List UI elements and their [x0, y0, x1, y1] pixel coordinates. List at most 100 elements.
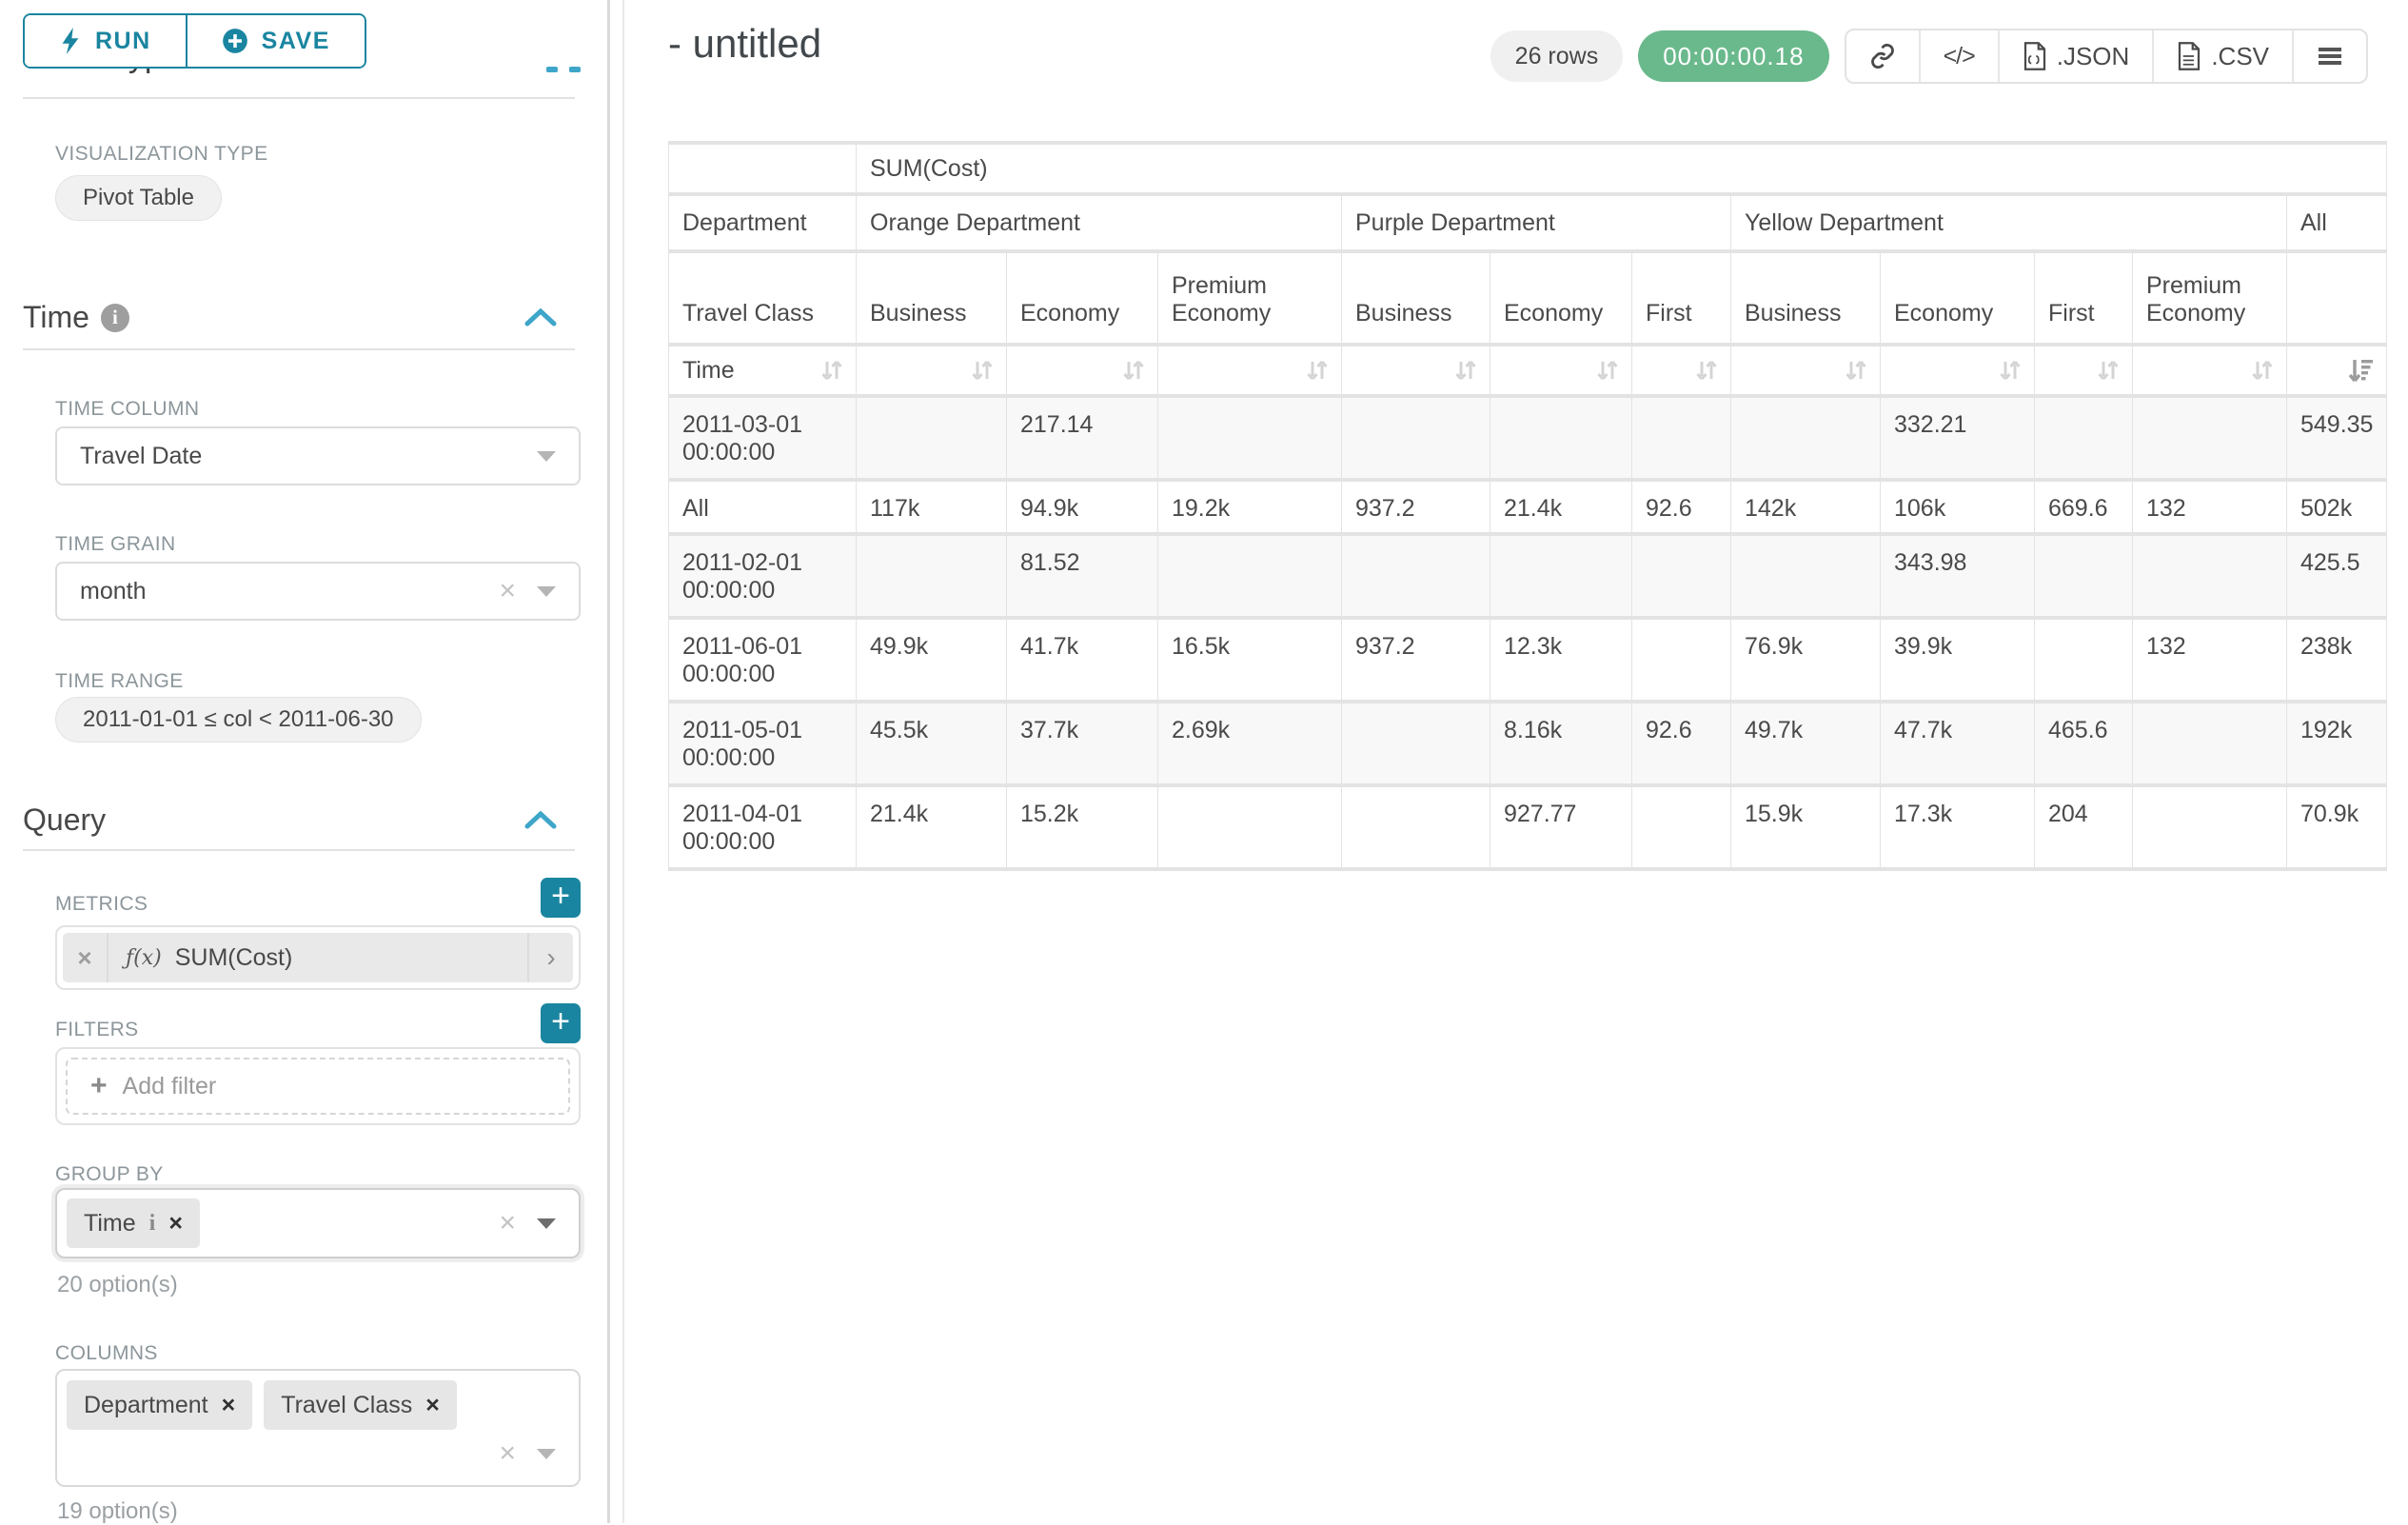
time-range-pill[interactable]: 2011-01-01 ≤ col < 2011-06-30 — [55, 697, 422, 743]
group-by-hint: 20 option(s) — [57, 1272, 178, 1297]
sidebar-scrollbar[interactable] — [607, 0, 610, 1523]
sort-updown-icon — [2000, 360, 2021, 381]
metric-name: SUM(Cost) — [174, 943, 293, 971]
value-cell: 47.7k — [1881, 703, 2034, 783]
sort-column-cell[interactable] — [2133, 347, 2286, 394]
filters-label: FILTERS — [55, 1019, 139, 1040]
value-cell: 2.69k — [1158, 703, 1341, 783]
collapse-query-section[interactable] — [523, 809, 558, 835]
sort-column-cell[interactable] — [1632, 347, 1730, 394]
run-button[interactable]: RUN — [25, 15, 186, 67]
row-label-cell: 2011-04-01 00:00:00 — [669, 787, 856, 867]
value-cell: 937.2 — [1342, 620, 1490, 700]
class-header-cell: First — [2035, 253, 2132, 343]
value-cell: 238k — [2287, 620, 2387, 700]
viz-type-pill[interactable]: Pivot Table — [55, 175, 222, 221]
link-icon — [1870, 43, 1894, 69]
code-icon: </> — [1943, 42, 1976, 69]
clear-icon[interactable]: × — [499, 1207, 516, 1238]
time-grain-value: month — [80, 577, 147, 604]
row-label-cell: 2011-05-01 00:00:00 — [669, 703, 856, 783]
value-cell: 45.5k — [857, 703, 1006, 783]
value-cell — [857, 536, 1006, 616]
save-button[interactable]: SAVE — [185, 15, 365, 67]
remove-tag-icon[interactable]: × — [221, 1391, 236, 1418]
page-title[interactable]: - untitled — [668, 21, 822, 66]
value-cell — [1158, 398, 1341, 478]
sort-time-cell[interactable]: Time — [669, 347, 856, 394]
value-cell: 49.9k — [857, 620, 1006, 700]
add-filter-button[interactable] — [541, 1003, 581, 1043]
view-query-button[interactable]: </> — [1918, 30, 1998, 82]
time-column-select[interactable]: Travel Date — [55, 426, 581, 485]
remove-tag-icon[interactable]: × — [168, 1209, 183, 1237]
chevron-down-icon[interactable] — [537, 1218, 556, 1229]
chevron-up-icon — [524, 810, 557, 829]
remove-metric-icon[interactable]: × — [63, 933, 109, 982]
chevron-down-icon[interactable] — [537, 1448, 556, 1459]
columns-select[interactable]: Department × Travel Class × × — [55, 1369, 581, 1487]
value-cell: 192k — [2287, 703, 2387, 783]
sort-column-cell[interactable] — [1490, 347, 1631, 394]
metric-pill[interactable]: × ƒ(x) SUM(Cost) › — [63, 933, 573, 982]
chevron-remnant-icon — [569, 67, 581, 72]
value-cell: 21.4k — [857, 787, 1006, 867]
group-by-select[interactable]: Time i × × — [55, 1188, 581, 1258]
value-cell: 8.16k — [1490, 703, 1631, 783]
info-icon[interactable]: i — [148, 1210, 156, 1236]
sort-column-cell[interactable] — [2287, 347, 2387, 394]
sort-column-cell[interactable] — [1881, 347, 2034, 394]
dept-header-cell: All — [2287, 196, 2387, 249]
sort-column-cell[interactable] — [1158, 347, 1341, 394]
class-header-cell: Business — [857, 253, 1006, 343]
sort-column-cell[interactable] — [2035, 347, 2132, 394]
sort-column-cell[interactable] — [857, 347, 1006, 394]
class-header-cell: Economy — [1007, 253, 1157, 343]
add-filter-dropzone[interactable]: + Add filter — [66, 1058, 570, 1115]
info-icon[interactable]: i — [100, 303, 129, 332]
value-cell — [857, 398, 1006, 478]
value-cell: 70.9k — [2287, 787, 2387, 867]
columns-label: COLUMNS — [55, 1342, 158, 1364]
collapse-time-section[interactable] — [523, 307, 558, 332]
sort-column-cell[interactable] — [1731, 347, 1880, 394]
clear-icon[interactable]: × — [499, 575, 516, 606]
value-cell — [1632, 787, 1730, 867]
chart-panel: - untitled 26 rows 00:00:00.18 </> .JSON — [626, 0, 2408, 1523]
sort-updown-icon — [972, 360, 993, 381]
query-timer-badge: 00:00:00.18 — [1638, 30, 1829, 82]
export-json-button[interactable]: .JSON — [1997, 30, 2153, 82]
time-column-label: TIME COLUMN — [55, 398, 200, 420]
dept-header-cell: Yellow Department — [1731, 196, 2286, 249]
table-row: 2011-06-01 00:00:00 49.9k 41.7k 16.5k 937.2 1… — [669, 620, 2387, 700]
table-row: 2011-05-01 00:00:00 45.5k 37.7k 2.69k 8.16k 9… — [669, 703, 2387, 783]
value-cell — [1632, 620, 1730, 700]
columns-tag[interactable]: Department × — [67, 1380, 253, 1430]
value-cell: 669.6 — [2035, 482, 2132, 532]
dept-dimension-cell: Department — [669, 196, 856, 249]
time-grain-select[interactable]: month × — [55, 562, 581, 621]
remove-tag-icon[interactable]: × — [425, 1391, 440, 1418]
run-button-label: RUN — [95, 27, 151, 54]
time-range-label: TIME RANGE — [55, 670, 184, 692]
chevron-remnant-icon — [546, 67, 558, 72]
metric-container: × ƒ(x) SUM(Cost) › — [55, 925, 581, 990]
value-cell: 76.9k — [1731, 620, 1880, 700]
export-csv-button[interactable]: .CSV — [2152, 30, 2292, 82]
columns-tag[interactable]: Travel Class × — [264, 1380, 457, 1430]
add-metric-button[interactable] — [541, 878, 581, 918]
table-row: 2011-04-01 00:00:00 21.4k 15.2k 927.77 15.9k… — [669, 787, 2387, 867]
share-link-button[interactable] — [1846, 30, 1919, 82]
sort-column-cell[interactable] — [1342, 347, 1490, 394]
value-cell: 41.7k — [1007, 620, 1157, 700]
group-by-tag[interactable]: Time i × — [67, 1198, 200, 1248]
menu-button[interactable] — [2292, 30, 2366, 82]
row-label-cell: 2011-03-01 00:00:00 — [669, 398, 856, 478]
value-cell: 937.2 — [1342, 482, 1490, 532]
sort-updown-icon — [821, 360, 842, 381]
clear-icon[interactable]: × — [499, 1437, 516, 1469]
expand-metric-icon[interactable]: › — [527, 933, 573, 982]
sort-column-cell[interactable] — [1007, 347, 1157, 394]
export-button-group: </> .JSON .CSV — [1844, 29, 2368, 84]
value-cell — [1342, 536, 1490, 616]
